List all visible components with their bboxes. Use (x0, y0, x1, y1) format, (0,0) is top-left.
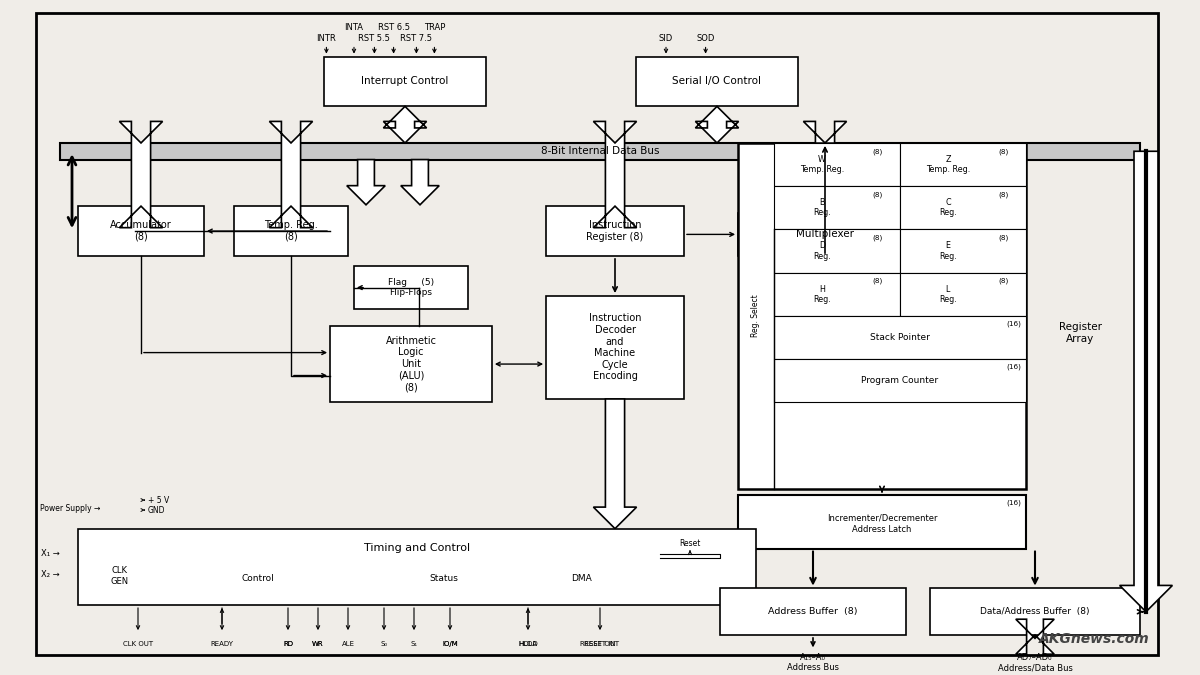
Text: Instruction
Decoder
and
Machine
Cycle
Encoding: Instruction Decoder and Machine Cycle En… (589, 313, 641, 381)
Text: IO/M: IO/M (442, 641, 458, 647)
Text: L
Reg.: L Reg. (940, 285, 956, 304)
Polygon shape (120, 122, 162, 227)
Text: W
Temp. Reg.: W Temp. Reg. (799, 155, 844, 174)
FancyBboxPatch shape (900, 143, 1026, 186)
Text: HLDA: HLDA (518, 641, 538, 647)
Polygon shape (804, 122, 847, 234)
Text: Temp. Reg.
(8): Temp. Reg. (8) (264, 220, 318, 242)
Text: (16): (16) (1007, 321, 1021, 327)
Text: (8): (8) (872, 235, 882, 241)
Text: RESET OUT: RESET OUT (581, 641, 619, 647)
Text: (8): (8) (998, 148, 1008, 155)
Text: S₁: S₁ (410, 641, 418, 647)
Text: GND: GND (148, 506, 166, 514)
Text: CLK OUT: CLK OUT (122, 641, 154, 647)
Polygon shape (594, 399, 637, 529)
Text: HOLD: HOLD (518, 641, 538, 647)
Text: (8): (8) (872, 278, 882, 284)
Text: Flag     (5)
Flip-Flops: Flag (5) Flip-Flops (388, 278, 434, 297)
FancyBboxPatch shape (546, 296, 684, 399)
Text: RST 7.5: RST 7.5 (401, 34, 432, 43)
Text: H
Reg.: H Reg. (814, 285, 830, 304)
FancyBboxPatch shape (930, 589, 1140, 635)
Text: Power Supply →: Power Supply → (40, 504, 100, 513)
FancyBboxPatch shape (774, 230, 900, 273)
Text: Reset: Reset (679, 539, 701, 548)
Text: Interrupt Control: Interrupt Control (361, 76, 449, 86)
FancyBboxPatch shape (774, 273, 900, 316)
Polygon shape (696, 107, 739, 143)
Text: SOD: SOD (696, 34, 715, 43)
Text: AKGnews.com: AKGnews.com (1039, 632, 1150, 647)
FancyBboxPatch shape (738, 143, 1026, 489)
Text: RST 5.5: RST 5.5 (359, 34, 390, 43)
Text: SID: SID (659, 34, 673, 43)
Text: (16): (16) (1007, 364, 1021, 370)
Text: INTA: INTA (344, 23, 364, 32)
Text: Incrementer/Decrementer: Incrementer/Decrementer (827, 514, 937, 522)
FancyBboxPatch shape (78, 529, 756, 605)
Text: Arithmetic
Logic
Unit
(ALU)
(8): Arithmetic Logic Unit (ALU) (8) (385, 336, 437, 392)
FancyBboxPatch shape (738, 495, 1026, 549)
Text: Instruction
Register (8): Instruction Register (8) (587, 220, 643, 242)
Text: RD: RD (283, 641, 293, 647)
Text: S₀: S₀ (380, 641, 388, 647)
Text: X₁ →: X₁ → (41, 549, 60, 558)
Text: WR: WR (312, 641, 324, 647)
FancyBboxPatch shape (720, 589, 906, 635)
Text: Control: Control (241, 574, 275, 583)
FancyBboxPatch shape (900, 186, 1026, 230)
Text: Stack Pointer: Stack Pointer (870, 333, 930, 342)
FancyBboxPatch shape (36, 14, 1158, 655)
FancyBboxPatch shape (234, 206, 348, 256)
Text: RESET IN: RESET IN (584, 641, 616, 647)
Text: + 5 V: + 5 V (148, 495, 169, 504)
Text: Z
Temp. Reg.: Z Temp. Reg. (925, 155, 970, 174)
FancyBboxPatch shape (60, 143, 1140, 159)
Text: Reg. Select: Reg. Select (751, 294, 761, 338)
Text: Multiplexer: Multiplexer (796, 230, 854, 240)
Text: Timing and Control: Timing and Control (364, 543, 470, 553)
Text: WR: WR (312, 641, 324, 647)
FancyBboxPatch shape (774, 143, 900, 186)
Text: (16): (16) (1007, 500, 1021, 506)
Text: ALE: ALE (342, 641, 354, 647)
Polygon shape (594, 122, 637, 227)
Polygon shape (401, 159, 439, 205)
Text: Address Latch: Address Latch (852, 525, 912, 535)
FancyBboxPatch shape (774, 316, 1026, 359)
Text: Serial I/O Control: Serial I/O Control (672, 76, 762, 86)
Text: RD: RD (283, 641, 293, 647)
FancyBboxPatch shape (900, 230, 1026, 273)
Text: Status: Status (430, 574, 458, 583)
Text: (8): (8) (872, 148, 882, 155)
Text: DMA: DMA (571, 574, 593, 583)
Polygon shape (347, 159, 385, 205)
Text: READY: READY (210, 641, 234, 647)
Text: IO/M: IO/M (442, 641, 458, 647)
Text: Accumulator
(8): Accumulator (8) (110, 220, 172, 242)
FancyBboxPatch shape (774, 359, 1026, 402)
FancyBboxPatch shape (354, 266, 468, 309)
Text: RST 6.5: RST 6.5 (378, 23, 409, 32)
Text: 8-Bit Internal Data Bus: 8-Bit Internal Data Bus (541, 146, 659, 157)
Text: X₂ →: X₂ → (41, 570, 60, 579)
FancyBboxPatch shape (546, 206, 684, 256)
Polygon shape (384, 107, 427, 143)
Text: (8): (8) (998, 235, 1008, 241)
FancyBboxPatch shape (774, 186, 900, 230)
Text: Register
Array: Register Array (1058, 323, 1102, 344)
Text: C
Reg.: C Reg. (940, 198, 956, 217)
Text: (8): (8) (998, 192, 1008, 198)
Text: B
Reg.: B Reg. (814, 198, 830, 217)
Text: TRAP: TRAP (424, 23, 445, 32)
Text: (8): (8) (872, 192, 882, 198)
Text: Address Buffer  (8): Address Buffer (8) (768, 608, 858, 616)
Polygon shape (270, 122, 312, 227)
FancyBboxPatch shape (330, 326, 492, 402)
FancyBboxPatch shape (78, 206, 204, 256)
FancyBboxPatch shape (636, 57, 798, 107)
Text: A₁₅–A₀
Address Bus: A₁₅–A₀ Address Bus (787, 653, 839, 672)
Text: INTR: INTR (317, 34, 336, 43)
Text: E
Reg.: E Reg. (940, 242, 956, 261)
